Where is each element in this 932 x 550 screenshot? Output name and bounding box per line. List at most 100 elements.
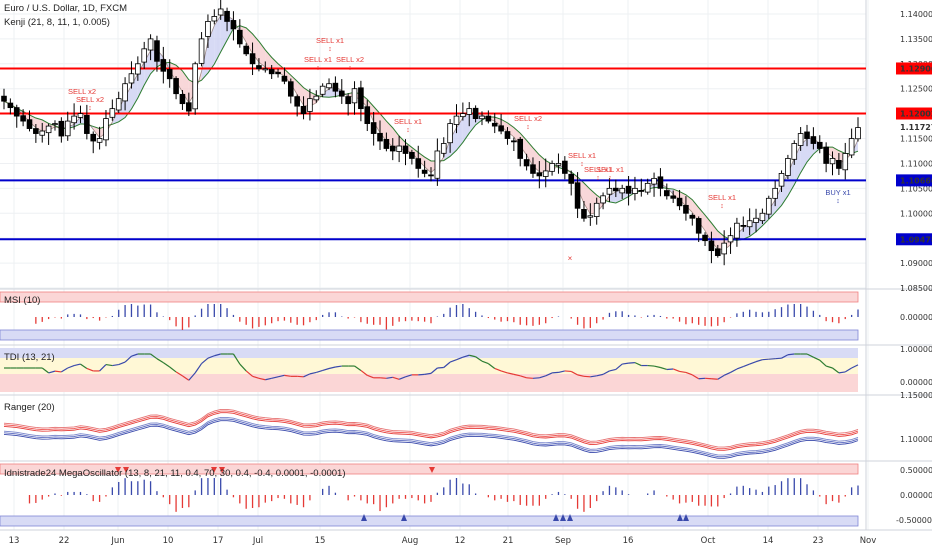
- signal-label-9: SELL x1: [596, 165, 624, 174]
- candle-body-117: [746, 220, 753, 228]
- signal-arrow-11: ↕: [836, 198, 840, 205]
- time-tick-5: Jul: [252, 536, 263, 546]
- candle-body-78: [498, 125, 504, 132]
- candle-body-109: [695, 218, 702, 234]
- tdi-seg-112: [717, 374, 725, 380]
- tdi-seg-108: [691, 374, 699, 380]
- candle-body-23: [147, 38, 154, 51]
- signal-label-10: SELL x1: [708, 193, 736, 202]
- tdi-seg-38: [245, 370, 253, 377]
- mega-buy-marker-6: [683, 514, 689, 521]
- tdi-seg-105: [672, 368, 680, 372]
- candle-body-119: [759, 212, 766, 222]
- tdi-seg-31: [201, 357, 209, 365]
- candle-body-50: [319, 85, 326, 95]
- tdi-seg-17: [112, 363, 119, 367]
- time-tick-4: 17: [213, 536, 224, 546]
- kenji-cloud-77: [494, 117, 502, 127]
- time-tick-3: 10: [163, 536, 174, 546]
- kenji-cloud-44: [284, 69, 291, 84]
- tdi-seg-122: [781, 354, 789, 359]
- tdi-seg-24: [156, 358, 164, 364]
- kenji-cloud-126: [807, 138, 814, 163]
- candle-body-114: [727, 235, 734, 243]
- candle-body-133: [848, 138, 855, 156]
- signal-label-11: BUY x1: [825, 188, 850, 197]
- tdi-seg-97: [622, 362, 629, 365]
- kenji-cloud-41: [265, 49, 272, 71]
- tdi-seg-69: [443, 361, 451, 368]
- level-value-1: 1.12002: [900, 110, 932, 119]
- price-pane: SELL x2↕SELL x2↕SELL x1↕SELL x1↕SELL x2↕…: [0, 0, 866, 266]
- tdi-seg-18: [118, 361, 126, 366]
- candle-body-67: [428, 174, 434, 177]
- candle-body-60: [383, 138, 390, 149]
- price-tick-10: 1.09000: [900, 259, 932, 268]
- ranger-tick-1: 1.10000: [900, 435, 932, 444]
- candle-body-0: [1, 95, 7, 102]
- level-tag-1: [896, 107, 932, 120]
- candle-body-130: [829, 158, 836, 165]
- kenji-cloud-5: [35, 118, 43, 132]
- tdi-seg-70: [449, 359, 457, 363]
- tdi-seg-117: [749, 361, 757, 365]
- candle-body-28: [179, 93, 186, 105]
- price-tick-3: 1.12500: [900, 85, 932, 94]
- tdi-seg-87: [558, 370, 565, 373]
- kenji-ma-fast: [3, 15, 859, 251]
- price-tick-11: 1.08500: [900, 284, 932, 293]
- candle-body-38: [243, 45, 249, 55]
- candle-body-52: [332, 82, 339, 92]
- candle-body-34: [217, 8, 224, 16]
- signal-arrow-9: ↕: [608, 175, 612, 182]
- signal-arrow-3: ↕: [328, 46, 332, 53]
- signal-cross: ×: [568, 254, 573, 263]
- tdi-seg-72: [462, 354, 470, 358]
- candle-body-70: [447, 123, 453, 144]
- tdi-seg-43: [277, 374, 285, 378]
- candle-body-87: [555, 163, 562, 166]
- tdi-seg-25: [162, 362, 171, 368]
- signal-label-5: SELL x1: [394, 117, 422, 126]
- indicator-title: Kenji (21, 8, 11, 1, 0.005): [4, 17, 110, 28]
- signal-label-2: SELL x1: [304, 55, 332, 64]
- candle-body-102: [651, 177, 657, 185]
- candle-body-25: [160, 59, 167, 72]
- mega-upper-band: [0, 463, 859, 475]
- candle-body-112: [714, 248, 721, 257]
- candle-body-126: [804, 131, 810, 139]
- signal-label-4: SELL x2: [336, 55, 364, 64]
- tdi-seg-106: [679, 370, 687, 374]
- signal-label-1: SELL x2: [76, 95, 104, 104]
- candle-body-3: [20, 115, 26, 122]
- tdi-seg-77: [494, 367, 502, 372]
- candle-body-105: [670, 195, 676, 199]
- kenji-cloud-121: [775, 186, 782, 213]
- mega-buy-marker-5: [677, 514, 683, 521]
- candle-body-45: [287, 81, 294, 97]
- tdi-seg-12: [80, 363, 88, 369]
- kenji-cloud-66: [424, 157, 431, 173]
- candle-body-37: [237, 29, 243, 45]
- candle-body-31: [198, 38, 205, 64]
- candle-body-2: [13, 107, 20, 117]
- candle-body-96: [613, 187, 619, 192]
- tdi-seg-51: [328, 366, 336, 370]
- tdi-seg-79: [507, 372, 514, 375]
- candle-body-19: [122, 83, 128, 102]
- candle-body-9: [58, 120, 65, 137]
- candle-body-127: [810, 136, 817, 144]
- kenji-cloud-28: [182, 70, 189, 103]
- candle-body-57: [364, 106, 371, 124]
- grid-lines: [0, 0, 932, 531]
- price-tick-8: 1.10000: [900, 209, 932, 218]
- kenji-cloud-61: [392, 127, 400, 149]
- kenji-cloud-46: [297, 81, 304, 106]
- kenji-cloud-95: [609, 191, 616, 203]
- kenji-ma-slow: [3, 25, 859, 241]
- kenji-cloud-27: [176, 65, 183, 93]
- candle-body-63: [402, 145, 409, 154]
- tdi-seg-36: [232, 353, 241, 365]
- candle-body-14: [90, 133, 97, 142]
